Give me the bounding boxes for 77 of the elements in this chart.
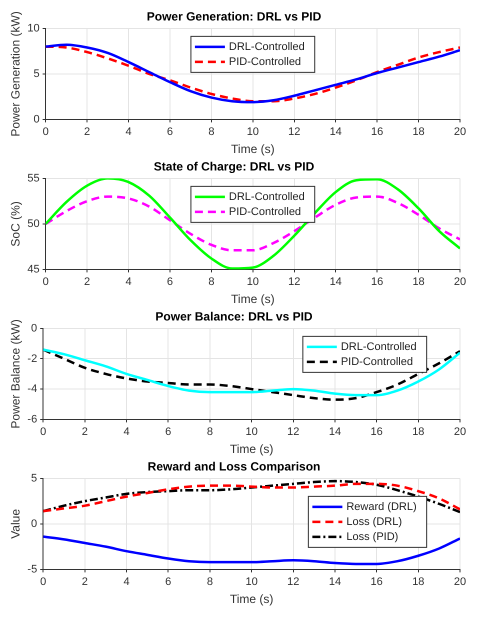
legend-label: Reward (DRL) [346, 500, 417, 513]
y-tick-label: -4 [27, 383, 38, 396]
x-tick-label: 0 [42, 276, 49, 288]
y-tick-label: 0 [34, 113, 40, 126]
x-tick-label: 4 [123, 576, 130, 588]
y-axis-title: Power Generation (kW) [8, 11, 23, 137]
y-tick-label: -5 [27, 563, 38, 576]
x-tick-label: 4 [125, 126, 132, 138]
legend-label: Loss (DRL) [346, 516, 402, 528]
chart-title: Power Balance: DRL vs PID [155, 310, 313, 324]
x-tick-label: 8 [208, 126, 214, 138]
x-tick-label: 20 [454, 126, 466, 138]
legend-label: PID-Controlled [228, 56, 302, 68]
x-tick-label: 16 [370, 576, 383, 588]
legend-label: PID-Controlled [228, 206, 302, 218]
x-tick-label: 16 [370, 426, 383, 438]
x-tick-label: 18 [412, 576, 424, 588]
legend-label: DRL-Controlled [340, 340, 417, 353]
legend-label: PID-Controlled [340, 356, 413, 368]
x-axis-title: Time (s) [230, 592, 274, 606]
x-tick-label: 18 [412, 126, 425, 138]
chart-title: Power Generation: DRL vs PID [146, 10, 322, 24]
y-tick-label: 0 [31, 518, 38, 530]
x-tick-label: 8 [206, 576, 213, 588]
x-tick-label: 10 [246, 126, 259, 138]
y-axis-title: SoC (%) [8, 201, 23, 247]
y-tick-label: -2 [27, 352, 38, 365]
legend-label: DRL-Controlled [228, 190, 305, 203]
chart-title: Reward and Loss Comparison [148, 460, 320, 474]
x-tick-label: 2 [82, 426, 88, 438]
x-tick-label: 20 [454, 576, 466, 588]
y-axis-title: Power Balance (kW) [8, 319, 23, 429]
x-tick-label: 14 [330, 126, 342, 138]
x-tick-label: 2 [84, 276, 90, 288]
chart-title: State of Charge: DRL vs PID [154, 160, 315, 174]
x-tick-label: 8 [208, 276, 214, 288]
y-axis-title: Value [8, 508, 23, 539]
x-tick-label: 10 [245, 426, 258, 438]
x-tick-label: 2 [82, 576, 88, 588]
line-series [46, 178, 460, 270]
x-tick-label: 16 [371, 126, 384, 138]
x-tick-label: 6 [166, 276, 174, 288]
x-tick-label: 16 [371, 276, 384, 288]
x-axis-title: Time (s) [230, 442, 274, 456]
x-tick-label: 12 [288, 276, 300, 288]
x-axis-title: Time (s) [231, 292, 275, 306]
x-tick-label: 14 [330, 276, 342, 288]
y-tick-label: 5 [34, 68, 40, 80]
x-tick-label: 18 [412, 426, 424, 438]
x-tick-label: 8 [206, 426, 213, 438]
x-tick-label: 12 [288, 126, 300, 138]
x-tick-label: 18 [412, 276, 425, 288]
y-tick-label: 50 [27, 218, 40, 230]
legend-label: DRL-Controlled [228, 40, 305, 53]
y-tick-label: 5 [31, 472, 38, 484]
x-tick-label: 12 [287, 576, 300, 588]
legend-label: Loss (PID) [346, 530, 398, 543]
y-tick-label: 45 [27, 263, 40, 276]
x-tick-label: 0 [42, 126, 49, 138]
x-tick-label: 14 [328, 426, 342, 438]
x-tick-label: 20 [454, 426, 466, 438]
x-tick-label: 20 [454, 276, 466, 288]
x-tick-label: 6 [165, 426, 172, 438]
x-axis-title: Time (s) [231, 142, 275, 156]
x-tick-label: 10 [245, 576, 258, 588]
y-tick-label: 0 [31, 322, 38, 334]
x-tick-label: 6 [166, 126, 174, 138]
x-tick-label: 6 [165, 576, 172, 588]
y-tick-label: -6 [27, 413, 38, 426]
x-tick-label: 2 [84, 126, 90, 138]
x-tick-label: 14 [328, 576, 342, 588]
x-tick-label: 4 [123, 426, 130, 438]
x-tick-label: 4 [125, 276, 132, 288]
y-tick-label: 55 [27, 172, 40, 184]
x-tick-label: 12 [287, 426, 300, 438]
x-tick-label: 10 [246, 276, 259, 288]
y-tick-label: 10 [27, 22, 40, 34]
